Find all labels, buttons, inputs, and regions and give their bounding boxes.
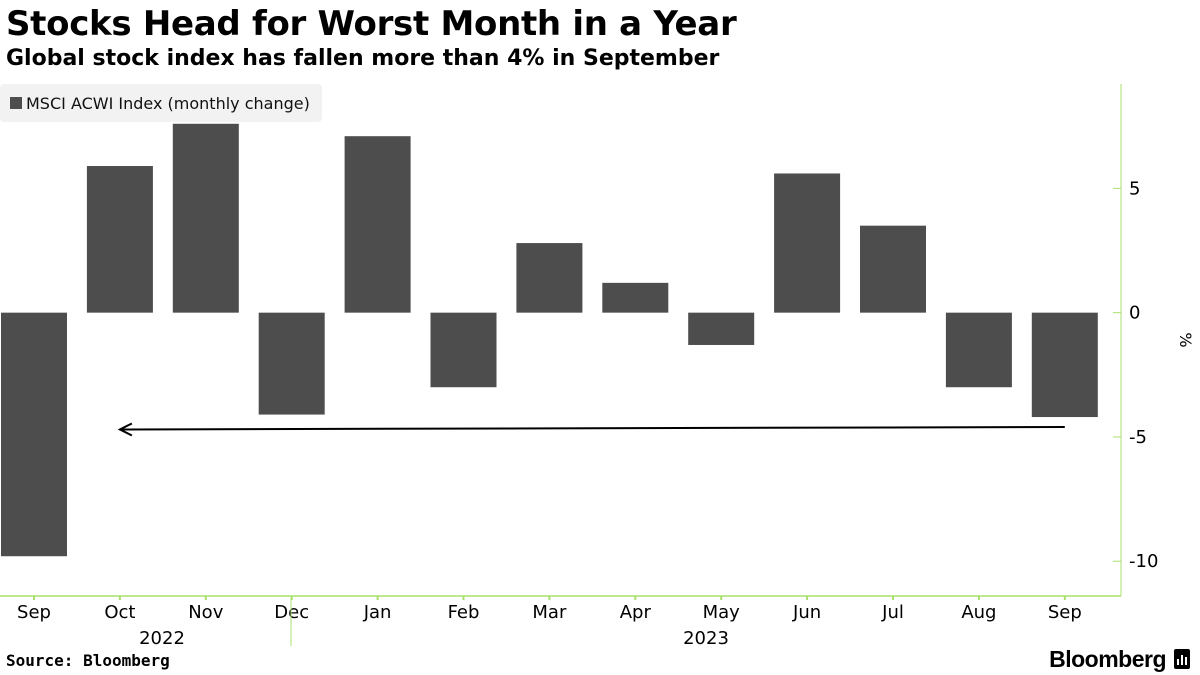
bar <box>430 312 497 388</box>
bar <box>172 123 239 313</box>
bar <box>1 312 67 557</box>
annotation-arrow <box>119 425 1065 431</box>
x-tick-label: May <box>703 602 741 623</box>
legend: MSCI ACWI Index (monthly change) <box>0 84 322 122</box>
y-tick-label: 5 <box>1129 178 1140 199</box>
bar <box>344 136 411 313</box>
bar <box>516 243 583 313</box>
x-tick-label: Sep <box>1048 602 1082 623</box>
x-tick-label: Oct <box>104 602 135 623</box>
x-tick-label: Sep <box>17 602 51 623</box>
legend-swatch <box>10 97 22 109</box>
x-tick-label: Jan <box>363 602 392 623</box>
x-tick-label: Jun <box>792 602 821 623</box>
chart-subtitle: Global stock index has fallen more than … <box>6 46 720 71</box>
y-tick-label: -10 <box>1129 551 1158 572</box>
y-tick-label: -5 <box>1129 427 1147 448</box>
x-tick-label: Feb <box>448 602 480 623</box>
x-tick-label: Mar <box>532 602 567 623</box>
x-tick-label: Apr <box>620 602 652 623</box>
bar <box>688 312 755 345</box>
x-year-label: 2023 <box>683 628 729 649</box>
bar <box>602 282 669 313</box>
brand-name: Bloomberg <box>1049 645 1166 672</box>
bar <box>1031 312 1098 418</box>
x-year-label: 2022 <box>139 628 185 649</box>
legend-label: MSCI ACWI Index (monthly change) <box>26 93 310 113</box>
y-tick-label: 0 <box>1129 303 1140 324</box>
y-axis-label: % <box>1176 332 1195 347</box>
source-note: Source: Bloomberg <box>6 651 170 670</box>
bar <box>774 173 841 313</box>
x-tick-label: Jul <box>881 602 904 623</box>
bar <box>945 312 1012 388</box>
bloomberg-chart-icon <box>1174 649 1190 669</box>
chart-title: Stocks Head for Worst Month in a Year <box>6 4 737 44</box>
x-tick-label: Aug <box>961 602 996 623</box>
bar <box>258 312 325 415</box>
bar <box>860 225 926 313</box>
bar <box>86 166 153 313</box>
brand-logo: Bloomberg <box>1049 644 1190 674</box>
annotation-arrowhead <box>117 422 133 437</box>
x-tick-label: Nov <box>188 602 223 623</box>
x-tick-label: Dec <box>274 602 309 623</box>
